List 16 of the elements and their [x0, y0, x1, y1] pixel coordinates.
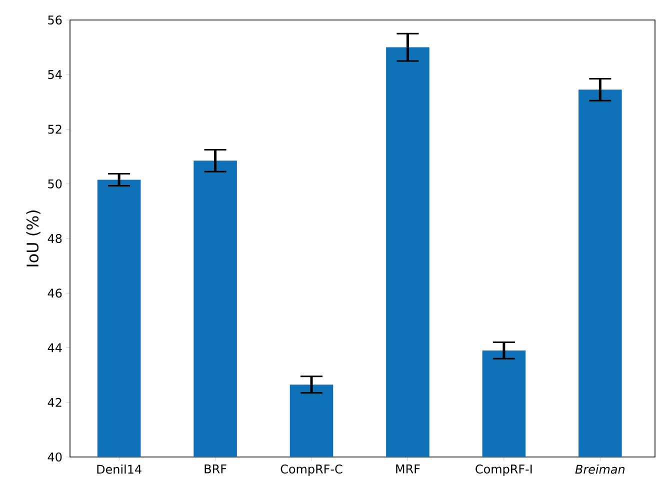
- y-tick-label: 44: [48, 343, 62, 352]
- y-tick-label: 42: [48, 398, 62, 407]
- y-tick-label: 52: [48, 124, 62, 134]
- y-tick-label: 54: [48, 70, 62, 80]
- x-tick-label: MRF: [396, 464, 420, 474]
- x-tick-label: Breiman: [575, 464, 625, 474]
- x-tick-label: CompRF-C: [280, 464, 342, 476]
- x-tick-label: CompRF-I: [476, 464, 532, 476]
- y-tick-label: 48: [48, 234, 62, 244]
- x-tick-label: Denil14: [97, 464, 142, 474]
- y-tick-label: 56: [48, 15, 62, 25]
- y-tick-label: 50: [48, 179, 62, 188]
- y-tick-label: 46: [48, 288, 62, 298]
- x-tick-label: BRF: [204, 464, 226, 474]
- y-tick-label: 40: [48, 452, 62, 462]
- y-axis-title: IoU (%): [26, 210, 40, 266]
